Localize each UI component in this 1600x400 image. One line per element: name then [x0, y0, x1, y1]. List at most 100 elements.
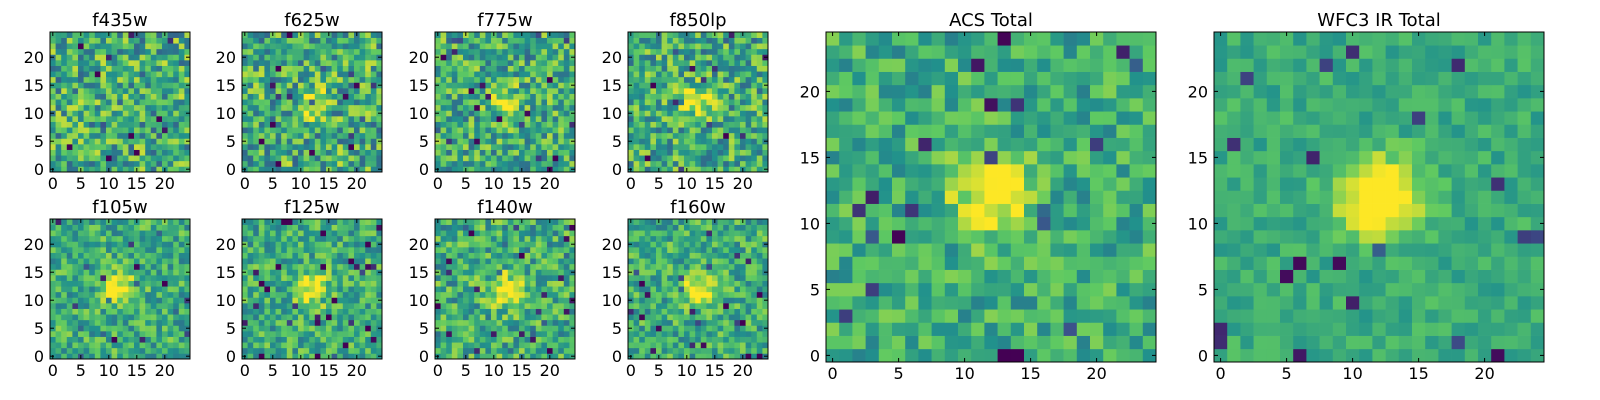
heatmap-cell: [558, 347, 565, 354]
heatmap-cell: [89, 48, 96, 55]
heatmap-cell: [513, 247, 520, 253]
heatmap-cell: [446, 99, 453, 106]
heatmap-cell: [106, 76, 112, 83]
heatmap-cell: [359, 275, 366, 281]
y-tick-label: 5: [226, 319, 236, 338]
heatmap-cell: [281, 65, 288, 72]
heatmap-cell: [535, 116, 542, 122]
heatmap-cell: [156, 93, 163, 100]
heatmap-cell: [650, 155, 657, 162]
heatmap-cell: [298, 336, 304, 343]
heatmap-cell: [530, 71, 537, 78]
heatmap-cell: [167, 331, 174, 337]
heatmap-cell: [320, 65, 327, 72]
heatmap-cell: [162, 325, 168, 332]
heatmap-cell: [61, 43, 68, 50]
heatmap-cell: [337, 71, 344, 78]
heatmap-cell: [94, 132, 101, 139]
heatmap-cell: [134, 48, 140, 55]
heatmap-cell: [695, 48, 702, 55]
heatmap-cell: [457, 160, 464, 167]
heatmap-cell: [700, 149, 707, 156]
heatmap-cell: [117, 132, 124, 139]
heatmap-cell: [678, 303, 685, 309]
heatmap-cell: [706, 76, 713, 83]
heatmap-cell: [667, 325, 674, 332]
heatmap-cell: [756, 110, 763, 117]
heatmap-cell: [331, 219, 338, 225]
heatmap-cell: [100, 303, 107, 309]
heatmap-cell: [519, 116, 525, 122]
heatmap-cell: [700, 71, 707, 78]
heatmap-cell: [745, 88, 752, 94]
heatmap-cell: [94, 336, 101, 343]
heatmap-cell: [463, 314, 469, 321]
heatmap-cell: [440, 82, 447, 89]
heatmap-cell: [745, 166, 752, 173]
heatmap-cell: [111, 280, 118, 287]
heatmap-cell: [650, 308, 657, 315]
heatmap-cell: [563, 263, 570, 270]
heatmap-cell: [541, 155, 548, 162]
heatmap-cell: [270, 144, 276, 150]
heatmap-cell: [463, 76, 469, 83]
heatmap-cell: [468, 297, 475, 304]
heatmap-cell: [342, 308, 349, 315]
heatmap-cell: [167, 286, 174, 293]
heatmap-cell: [173, 286, 180, 293]
heatmap-cell: [717, 160, 724, 167]
heatmap-cell: [78, 286, 84, 293]
heatmap-cell: [678, 88, 685, 94]
heatmap-cell: [457, 37, 464, 44]
heatmap-cell: [756, 82, 763, 89]
heatmap-cell: [150, 43, 157, 50]
heatmap-cell: [519, 88, 525, 94]
heatmap-cell: [359, 48, 366, 55]
heatmap-cell: [55, 138, 62, 145]
heatmap-cell: [745, 308, 752, 315]
heatmap-cell: [354, 54, 360, 61]
heatmap-cell: [292, 241, 299, 248]
heatmap-cell: [530, 155, 537, 162]
heatmap-cell: [178, 149, 185, 156]
heatmap-cell: [331, 258, 338, 265]
heatmap-cell: [457, 275, 464, 281]
heatmap-cell: [639, 110, 646, 117]
heatmap-cell: [762, 93, 769, 100]
heatmap-cell: [762, 331, 769, 337]
heatmap-cell: [370, 160, 377, 167]
heatmap-cell: [672, 336, 679, 343]
heatmap-cell: [524, 104, 531, 111]
heatmap-cell: [50, 116, 56, 122]
heatmap-cell: [457, 43, 464, 50]
heatmap-cell: [337, 263, 344, 270]
heatmap-cell: [435, 224, 441, 231]
heatmap-cell: [468, 110, 475, 117]
heatmap-cell: [762, 144, 769, 150]
heatmap-cell: [145, 110, 152, 117]
heatmap-cell: [173, 331, 180, 337]
heatmap-cell: [348, 241, 355, 248]
heatmap-cell: [496, 65, 503, 72]
heatmap-cell: [264, 166, 271, 173]
heatmap-cell: [94, 160, 101, 167]
heatmap-cell: [463, 155, 469, 162]
heatmap-cell: [440, 37, 447, 44]
heatmap-cell: [474, 353, 481, 360]
heatmap-cell: [50, 37, 56, 44]
heatmap-cell: [376, 224, 383, 231]
heatmap-cell: [128, 149, 135, 156]
heatmap-cell: [100, 269, 107, 276]
heatmap-cell: [314, 347, 321, 354]
heatmap-cell: [111, 353, 118, 360]
heatmap-cell: [502, 247, 509, 253]
heatmap-cell: [502, 258, 509, 265]
heatmap-cell: [184, 275, 191, 281]
heatmap-cell: [474, 269, 481, 276]
heatmap-cell: [558, 121, 565, 128]
heatmap-cell: [491, 54, 497, 61]
heatmap-cell: [700, 291, 707, 298]
heatmap-cell: [451, 127, 458, 134]
heatmap-cell: [524, 127, 531, 134]
heatmap-cell: [689, 104, 696, 111]
